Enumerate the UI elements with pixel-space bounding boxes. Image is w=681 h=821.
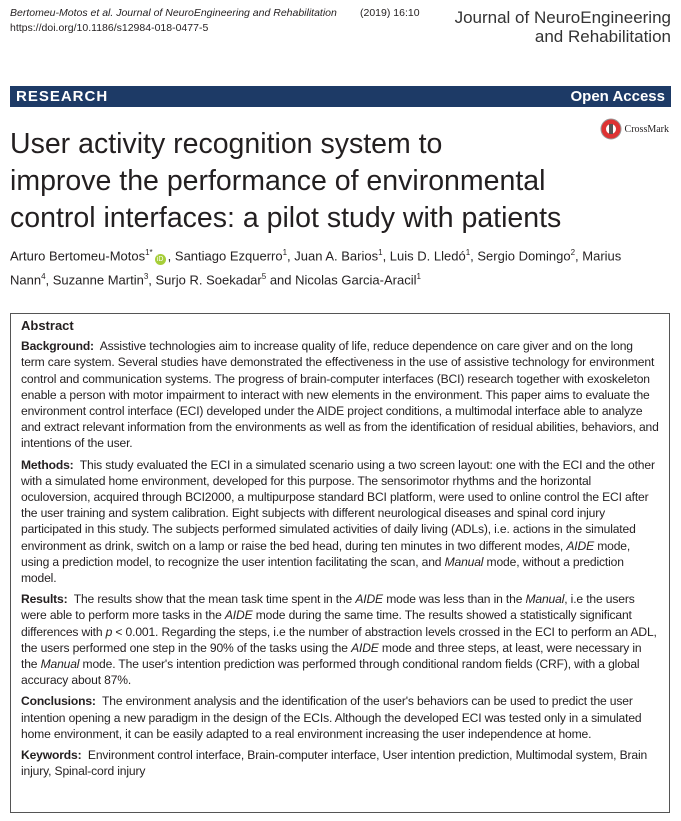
section-text: , i.e the users were able to perform mor… — [21, 592, 635, 623]
orcid-icon[interactable]: iD — [154, 254, 166, 266]
citation: Bertomeu-Motos et al. Journal of NeuroEn… — [10, 7, 337, 19]
author-name: Surjo R. Soekadar — [155, 272, 262, 288]
section-text: < 0.001. Regarding the steps, i.e the nu… — [21, 624, 657, 655]
author-separator: , — [382, 248, 390, 264]
author-name: Arturo Bertomeu-Motos — [10, 248, 146, 264]
section-label: Background: — [21, 339, 94, 354]
author-name: Juan A. Barios — [294, 248, 379, 264]
title-line: control interfaces: a pilot study with p… — [10, 202, 562, 234]
author-name: Nicolas Garcia-Aracil — [295, 272, 417, 288]
running-header: Bertomeu-Motos et al. Journal of NeuroEn… — [10, 6, 420, 36]
italic-text: p — [105, 624, 113, 639]
author-name: Suzanne Martin — [52, 272, 144, 288]
affiliation: 3 — [143, 272, 149, 282]
section-text: Assistive technologies aim to increase q… — [21, 339, 659, 451]
section-text: The results show that the mean task time… — [73, 592, 356, 607]
abstract-section: Methods: This study evaluated the ECI in… — [21, 457, 659, 587]
section-text: The environment analysis and the identif… — [21, 694, 642, 741]
section-text: This study evaluated the ECI in a simula… — [21, 457, 655, 553]
italic-text: AIDE — [351, 640, 379, 655]
author-separator: , — [148, 272, 156, 288]
author-separator: , — [45, 272, 53, 288]
open-access: Open Access — [570, 88, 666, 105]
abstract-box: Abstract Background: Assistive technolog… — [10, 313, 670, 813]
affiliation: 1* — [145, 248, 153, 257]
abstract-heading: Abstract — [21, 318, 74, 333]
author-name: Marius Nann — [10, 248, 622, 288]
article-type: RESEARCH — [16, 88, 109, 105]
author-separator: , — [167, 248, 175, 264]
section-text: mode, without a prediction model. — [21, 554, 624, 586]
italic-text: AIDE — [566, 538, 594, 553]
affiliation: 2 — [570, 248, 576, 257]
journal-line: and Rehabilitation — [534, 27, 671, 46]
italic-text: Manual — [40, 657, 80, 672]
section-label: Keywords: — [21, 748, 82, 763]
affiliation: 1 — [282, 248, 288, 257]
section-text: mode during the same time. The results s… — [21, 608, 632, 639]
italic-text: AIDE — [355, 592, 383, 607]
affiliation: 1 — [378, 248, 383, 257]
author-name: Luis D. Lledó — [389, 248, 466, 264]
author-name: Santiago Ezquerro — [174, 248, 283, 264]
author-list: Arturo Bertomeu-Motos1*iD, Santiago Ezqu… — [10, 242, 650, 291]
crossmark-icon — [600, 118, 622, 140]
affiliation: 1 — [465, 248, 471, 257]
crossmark-label: CrossMark — [624, 123, 669, 135]
italic-text: Manual — [525, 592, 565, 607]
title-line: improve the performance of environmental — [10, 165, 546, 197]
affiliation: 1 — [416, 272, 421, 282]
section-text: mode. The user's intention prediction wa… — [21, 657, 640, 688]
affiliation: 4 — [41, 272, 46, 282]
section-label: Conclusions: — [21, 694, 96, 709]
volume: (2019) 16:10 — [360, 7, 420, 19]
section-text: mode was less than in the — [382, 592, 526, 607]
journal-line: Journal of NeuroEngineering — [454, 8, 671, 27]
section-text: mode and three steps, at least, were nec… — [21, 640, 642, 672]
italic-text: AIDE — [224, 608, 253, 623]
author-separator: , — [287, 248, 295, 264]
author-separator: , — [575, 248, 583, 264]
crossmark-badge[interactable]: CrossMark — [600, 118, 669, 140]
section-text: Environment control interface, Brain-com… — [21, 748, 648, 779]
title-line: User activity recognition system to — [10, 128, 443, 160]
doi-link[interactable]: https://doi.org/10.1186/s12984-018-0477-… — [10, 22, 209, 34]
author-separator: and — [266, 272, 296, 288]
italic-text: Manual — [444, 554, 484, 569]
author-separator: , — [470, 248, 478, 264]
abstract-section: Keywords: Environment control interface,… — [21, 747, 659, 779]
section-text: mode, using a prediction model, to recog… — [21, 538, 631, 569]
journal-name: Journal of NeuroEngineering and Rehabili… — [455, 8, 671, 46]
abstract-section: Results: The results show that the mean … — [21, 591, 659, 688]
section-label: Methods: — [21, 457, 74, 472]
affiliation: 5 — [261, 272, 267, 282]
abstract-section: Background: Assistive technologies aim t… — [21, 338, 659, 451]
author-name: Sergio Domingo — [477, 248, 571, 264]
article-title: User activity recognition system to impr… — [10, 126, 561, 237]
abstract-section: Conclusions: The environment analysis an… — [21, 693, 659, 742]
article-banner: RESEARCH Open Access — [10, 86, 671, 107]
section-label: Results: — [21, 592, 68, 607]
